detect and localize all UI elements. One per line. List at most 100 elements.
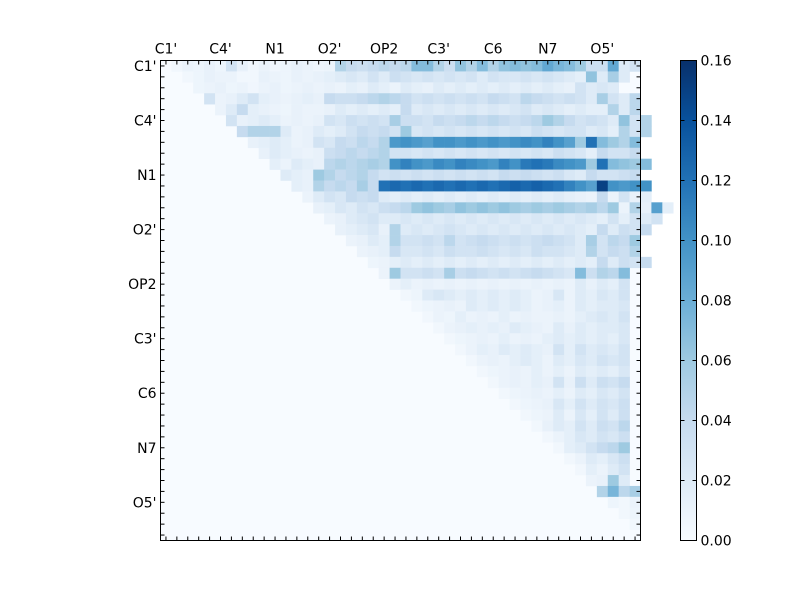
- x-tick-label: N1: [265, 42, 284, 58]
- heatmap-cell: [400, 147, 412, 159]
- heatmap-cell: [476, 125, 489, 138]
- heatmap-cell: [520, 355, 532, 367]
- heatmap-cell: [476, 191, 489, 203]
- heatmap-cell: [607, 256, 619, 269]
- heatmap-cell: [487, 245, 499, 258]
- heatmap-cell: [607, 278, 619, 290]
- heatmap-cell: [640, 125, 652, 138]
- heatmap-cell: [411, 115, 423, 127]
- heatmap-cell: [487, 82, 499, 94]
- heatmap-cell: [465, 158, 478, 170]
- heatmap-cell: [411, 256, 423, 269]
- heatmap-cell: [607, 158, 619, 170]
- heatmap-cell: [345, 136, 358, 149]
- heatmap-cell: [509, 180, 521, 192]
- heatmap-cell: [433, 267, 445, 279]
- heatmap-cell: [356, 104, 369, 116]
- heatmap-cell: [531, 82, 543, 94]
- heatmap-cell: [640, 115, 652, 127]
- heatmap-cell: [247, 104, 259, 116]
- heatmap-cell: [433, 115, 445, 127]
- heatmap-cell: [618, 344, 630, 356]
- heatmap-cell: [455, 93, 467, 105]
- heatmap-cell: [542, 289, 554, 301]
- heatmap-cell: [542, 322, 554, 334]
- heatmap-cell: [455, 191, 467, 203]
- heatmap-cell: [280, 82, 292, 94]
- heatmap-cell: [367, 245, 379, 258]
- heatmap-cell: [618, 300, 630, 312]
- heatmap-cell: [400, 82, 412, 94]
- heatmap-cell: [487, 322, 499, 334]
- heatmap-cell: [520, 104, 532, 116]
- heatmap-cell: [291, 158, 303, 170]
- heatmap-cell: [411, 267, 423, 279]
- heatmap-cell: [585, 289, 598, 301]
- heatmap-cell: [444, 71, 456, 83]
- heatmap-cell: [269, 115, 281, 127]
- heatmap-cell: [553, 420, 565, 432]
- heatmap-cell: [411, 180, 423, 192]
- heatmap-cell: [345, 224, 358, 236]
- heatmap-cell: [575, 333, 587, 345]
- heatmap-cell: [236, 93, 249, 105]
- heatmap-cell: [422, 180, 434, 192]
- heatmap-cell: [465, 235, 478, 247]
- heatmap-cell: [280, 71, 292, 83]
- heatmap-cell: [411, 213, 423, 225]
- heatmap-cell: [433, 158, 445, 170]
- heatmap-cell: [465, 115, 478, 127]
- x-tick-label: C3': [427, 42, 450, 58]
- heatmap-cell: [629, 93, 641, 105]
- heatmap-cell: [455, 136, 467, 149]
- heatmap-cell: [575, 289, 587, 301]
- heatmap-cell: [596, 169, 609, 181]
- heatmap-cell: [596, 398, 609, 410]
- heatmap-cell: [422, 311, 434, 323]
- heatmap-cell: [618, 267, 630, 279]
- heatmap-cell: [585, 256, 598, 269]
- heatmap-cell: [335, 115, 347, 127]
- heatmap-cell: [444, 191, 456, 203]
- heatmap-cell: [444, 245, 456, 258]
- heatmap-cell: [618, 475, 630, 487]
- heatmap-cell: [378, 60, 390, 72]
- heatmap-cell: [422, 256, 434, 269]
- heatmap-cell: [640, 202, 652, 214]
- heatmap-cell: [629, 115, 641, 127]
- heatmap-cell: [618, 355, 630, 367]
- heatmap-cell: [618, 453, 630, 465]
- heatmap-cell: [618, 507, 630, 519]
- heatmap-cell: [367, 256, 379, 269]
- heatmap-cell: [302, 93, 314, 105]
- heatmap-cell: [356, 60, 369, 72]
- heatmap-cell: [411, 147, 423, 159]
- heatmap-cell: [553, 409, 565, 421]
- heatmap-cell: [215, 82, 227, 94]
- heatmap-cell: [596, 235, 609, 247]
- heatmap-cell: [422, 158, 434, 170]
- heatmap-cell: [433, 289, 445, 301]
- heatmap-cell: [531, 322, 543, 334]
- heatmap-cell: [455, 202, 467, 214]
- heatmap-cell: [389, 136, 401, 149]
- heatmap-cell: [553, 158, 565, 170]
- heatmap-cell: [313, 191, 325, 203]
- x-tick-label: C1': [155, 42, 178, 58]
- heatmap-cell: [575, 115, 587, 127]
- heatmap-cell: [465, 71, 478, 83]
- heatmap-cell: [553, 278, 565, 290]
- heatmap-cell: [498, 213, 510, 225]
- heatmap-cell: [553, 355, 565, 367]
- heatmap-cell: [324, 136, 336, 149]
- y-tick-label: O2': [133, 223, 157, 239]
- heatmap-cell: [433, 71, 445, 83]
- heatmap-cell: [204, 82, 216, 94]
- heatmap-cell: [509, 245, 521, 258]
- heatmap-cell: [313, 202, 325, 214]
- heatmap-cell: [498, 82, 510, 94]
- heatmap-cell: [455, 256, 467, 269]
- heatmap-cell: [487, 93, 499, 105]
- heatmap-cell: [607, 71, 619, 83]
- heatmap-cell: [433, 147, 445, 159]
